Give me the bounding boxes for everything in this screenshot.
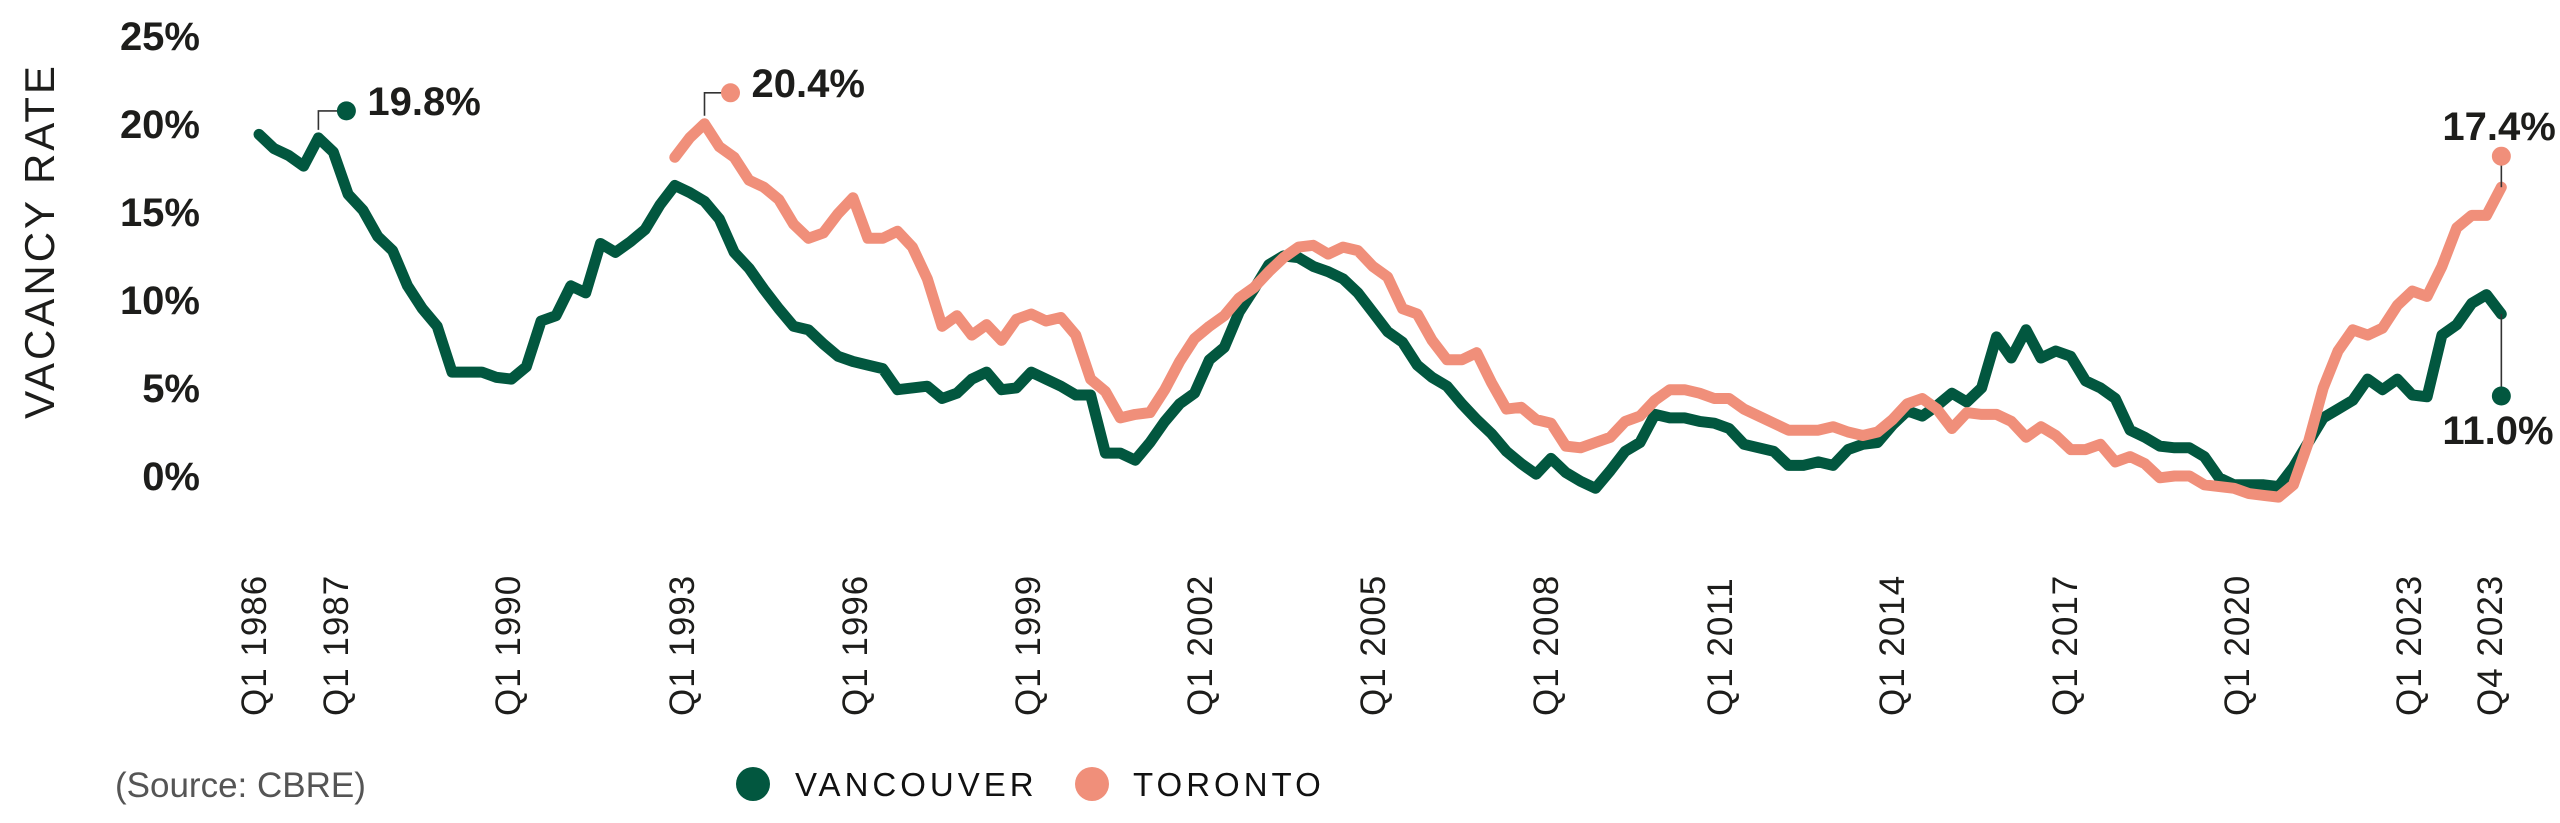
x-tick-label: Q1 2011 — [1701, 577, 1740, 716]
annotation-marker — [2491, 386, 2511, 406]
series-line-vancouver — [253, 128, 2507, 494]
y-tick-label: 0% — [142, 455, 200, 499]
x-tick-label: Q1 2017 — [2046, 575, 2085, 716]
y-tick-label: 25% — [120, 15, 200, 59]
legend-label-vancouver: VANCOUVER — [795, 766, 1038, 803]
series-lines — [253, 118, 2507, 503]
x-axis: Q1 1986 Q1 1987 Q1 1990 Q1 1993 Q1 1996 Q1 19… — [235, 575, 2510, 716]
x-tick-label: Q4 2023 — [2471, 575, 2510, 716]
legend-swatch-toronto — [1075, 767, 1109, 801]
x-tick-label: Q1 1990 — [489, 575, 528, 716]
annotation-label: 19.8% — [367, 80, 480, 124]
x-tick-label: Q1 2020 — [2218, 575, 2257, 716]
annotation-label: 17.4% — [2442, 105, 2555, 149]
y-tick-label: 10% — [120, 279, 200, 323]
y-axis-title: VACANCY RATE — [16, 63, 63, 419]
annotation-label: 11.0% — [2442, 409, 2553, 453]
legend-swatch-vancouver — [736, 767, 770, 801]
x-tick-label: Q1 1993 — [663, 575, 702, 716]
legend: VANCOUVER TORONTO — [736, 766, 1325, 803]
y-tick-label: 5% — [142, 367, 200, 411]
annotation-marker — [2491, 146, 2511, 166]
source-note: (Source: CBRE) — [115, 766, 366, 805]
series-line-toronto — [669, 118, 2507, 503]
y-axis: 0% 5% 10% 15% 20% 25% — [120, 15, 200, 499]
x-tick-label: Q1 2005 — [1354, 575, 1393, 716]
annotations: 19.8% 20.4% 17.4% 11.0% — [317, 62, 2556, 453]
annotation-vancouver: 19.8% — [317, 80, 481, 130]
y-tick-label: 15% — [120, 191, 200, 235]
annotation-vancouver: 11.0% — [2442, 313, 2554, 453]
x-tick-label: Q1 2008 — [1527, 575, 1566, 716]
annotation-marker — [721, 83, 740, 103]
x-tick-label: Q1 2014 — [1873, 575, 1912, 716]
annotation-toronto: 20.4% — [703, 62, 865, 116]
x-tick-label: Q1 2002 — [1181, 575, 1220, 716]
legend-item-vancouver[interactable]: VANCOUVER — [736, 766, 1038, 803]
x-tick-label: Q1 1986 — [235, 575, 274, 716]
x-tick-label: Q1 1996 — [836, 575, 875, 716]
annotation-marker — [336, 101, 356, 121]
annotation-label: 20.4% — [752, 62, 865, 106]
x-tick-label: Q1 2023 — [2390, 575, 2429, 716]
x-tick-label: Q1 1987 — [317, 575, 356, 716]
legend-label-toronto: TORONTO — [1133, 766, 1325, 803]
x-tick-label: Q1 1999 — [1009, 575, 1048, 716]
y-tick-label: 20% — [120, 103, 200, 147]
legend-item-toronto[interactable]: TORONTO — [1075, 766, 1325, 803]
annotation-toronto: 17.4% — [2442, 105, 2556, 188]
